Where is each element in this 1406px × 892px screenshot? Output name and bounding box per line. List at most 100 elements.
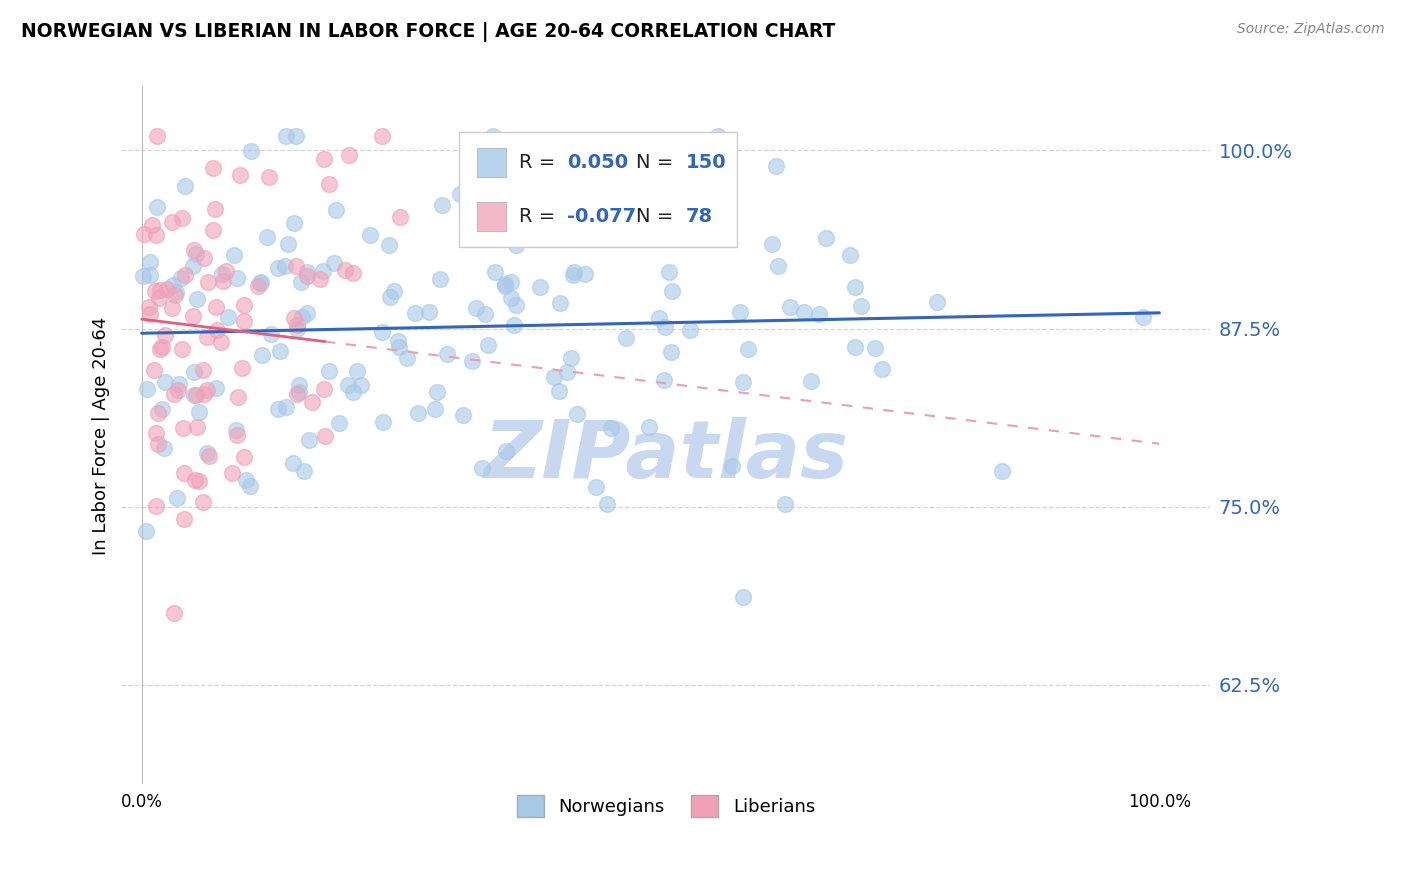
Point	[205, 300, 228, 314]
Point	[211, 267, 233, 281]
Y-axis label: In Labor Force | Age 20-64: In Labor Force | Age 20-64	[93, 317, 110, 555]
Point	[350, 377, 373, 392]
FancyBboxPatch shape	[478, 148, 506, 178]
Point	[494, 277, 516, 292]
Point	[312, 264, 335, 278]
Point	[257, 170, 280, 185]
Point	[153, 375, 176, 389]
Point	[183, 365, 205, 379]
Point	[246, 279, 269, 293]
Point	[274, 129, 297, 144]
Point	[249, 277, 271, 291]
Point	[309, 272, 332, 286]
Point	[205, 381, 228, 395]
Point	[283, 216, 305, 230]
Point	[524, 186, 547, 201]
Point	[138, 307, 160, 321]
Point	[173, 512, 195, 526]
Point	[464, 301, 486, 315]
Point	[543, 369, 565, 384]
Point	[560, 351, 582, 365]
Point	[191, 363, 214, 377]
Point	[226, 428, 249, 442]
Point	[318, 177, 340, 191]
Point	[283, 311, 305, 326]
Point	[548, 295, 571, 310]
Point	[499, 276, 522, 290]
Point	[378, 290, 401, 304]
Point	[337, 148, 360, 162]
Point	[484, 265, 506, 279]
Text: N =: N =	[637, 207, 681, 226]
Point	[761, 237, 783, 252]
Point	[661, 285, 683, 299]
Point	[145, 425, 167, 440]
Point	[252, 348, 274, 362]
Point	[146, 129, 169, 144]
Point	[134, 227, 156, 241]
Point	[160, 215, 183, 229]
Point	[728, 305, 751, 319]
Point	[325, 203, 347, 218]
Point	[425, 401, 447, 416]
Point	[139, 268, 162, 282]
Point	[322, 256, 344, 270]
Point	[418, 305, 440, 319]
Point	[285, 322, 308, 336]
Point	[131, 268, 153, 283]
Point	[562, 264, 585, 278]
Point	[314, 429, 336, 443]
Point	[163, 386, 186, 401]
Point	[225, 423, 247, 437]
Point	[188, 474, 211, 488]
Point	[135, 382, 157, 396]
Point	[135, 524, 157, 538]
Point	[460, 354, 482, 368]
Text: 78: 78	[686, 207, 713, 226]
Text: N =: N =	[637, 153, 681, 172]
Point	[163, 287, 186, 301]
Point	[281, 456, 304, 470]
Point	[174, 179, 197, 194]
Point	[162, 277, 184, 292]
Point	[844, 280, 866, 294]
Point	[503, 318, 526, 333]
Point	[863, 341, 886, 355]
Point	[153, 328, 176, 343]
Point	[197, 275, 219, 289]
Point	[814, 230, 837, 244]
FancyBboxPatch shape	[458, 132, 737, 247]
Point	[295, 306, 318, 320]
Point	[658, 265, 681, 279]
Point	[195, 383, 218, 397]
Point	[260, 326, 283, 341]
Point	[346, 364, 368, 378]
Point	[193, 387, 215, 401]
Point	[371, 325, 394, 339]
Point	[285, 318, 308, 332]
Point	[461, 197, 484, 211]
Point	[595, 497, 617, 511]
Point	[494, 279, 516, 293]
Text: Source: ZipAtlas.com: Source: ZipAtlas.com	[1237, 22, 1385, 37]
Point	[600, 420, 623, 434]
Point	[562, 268, 585, 283]
Point	[574, 267, 596, 281]
Point	[256, 230, 278, 244]
Point	[217, 310, 239, 324]
Point	[637, 419, 659, 434]
Point	[232, 450, 254, 464]
Point	[292, 464, 315, 478]
Point	[659, 345, 682, 359]
Point	[285, 387, 308, 401]
Point	[477, 337, 499, 351]
Text: R =: R =	[519, 153, 561, 172]
Point	[193, 495, 215, 509]
Point	[232, 314, 254, 328]
Point	[342, 384, 364, 399]
Point	[298, 433, 321, 447]
Point	[138, 301, 160, 315]
Point	[925, 295, 948, 310]
Point	[585, 480, 607, 494]
Point	[269, 343, 291, 358]
